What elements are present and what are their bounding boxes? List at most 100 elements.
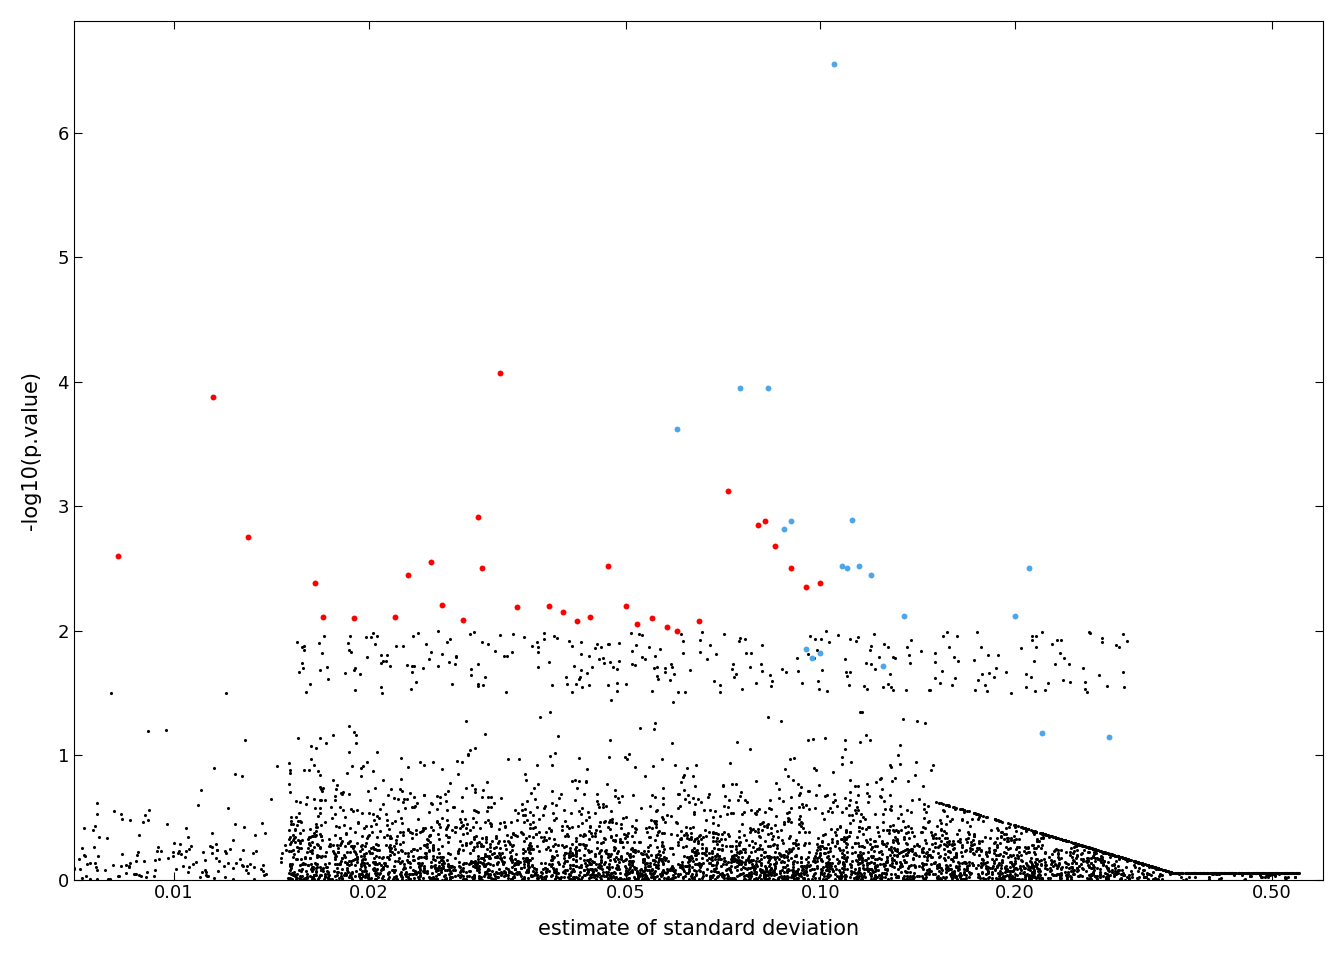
Point [281, 872, 302, 887]
Point [753, 870, 774, 885]
Point [1004, 818, 1025, 833]
Point [935, 864, 957, 879]
Point [558, 870, 579, 885]
Point [704, 852, 726, 867]
Point [398, 854, 419, 870]
Point [1064, 838, 1086, 853]
Point [845, 795, 867, 810]
Point [879, 848, 900, 863]
Point [847, 869, 868, 884]
Point [860, 861, 882, 876]
Point [609, 636, 630, 651]
Point [633, 852, 655, 867]
Point [177, 841, 199, 856]
Point [382, 862, 403, 877]
Point [1047, 866, 1068, 881]
Point [989, 866, 1011, 881]
Point [493, 833, 515, 849]
Point [461, 778, 482, 793]
Point [590, 869, 612, 884]
Point [1097, 872, 1118, 887]
Point [1124, 853, 1145, 869]
Point [930, 866, 952, 881]
Point [347, 853, 368, 869]
Point [675, 865, 696, 880]
Point [1273, 866, 1294, 881]
Point [1107, 862, 1129, 877]
Point [913, 820, 934, 835]
Point [1038, 829, 1059, 845]
Point [1019, 868, 1040, 883]
Point [1051, 865, 1073, 880]
Point [327, 856, 348, 872]
Point [421, 795, 442, 810]
Point [449, 859, 470, 875]
Point [519, 852, 540, 868]
Point [773, 864, 794, 879]
Point [962, 846, 984, 861]
Point [968, 833, 989, 849]
Point [634, 869, 656, 884]
Point [1062, 864, 1083, 879]
Point [780, 828, 801, 844]
Point [504, 857, 526, 873]
Point [798, 783, 820, 799]
Point [805, 762, 827, 778]
Point [884, 771, 906, 786]
Point [487, 865, 508, 880]
Point [995, 861, 1016, 876]
Point [589, 818, 610, 833]
Point [642, 852, 664, 868]
Point [827, 855, 848, 871]
Point [1259, 866, 1281, 881]
Point [1093, 856, 1114, 872]
Point [274, 837, 296, 852]
Point [765, 817, 786, 832]
Point [915, 866, 937, 881]
Point [1165, 866, 1187, 881]
Point [356, 835, 378, 851]
Point [851, 850, 872, 865]
Point [677, 831, 699, 847]
Point [437, 856, 458, 872]
Point [332, 870, 353, 885]
Point [653, 841, 675, 856]
Point [1055, 833, 1077, 849]
Point [1009, 866, 1031, 881]
Point [339, 869, 360, 884]
Point [321, 871, 343, 886]
Point [719, 870, 741, 885]
Point [988, 868, 1009, 883]
Point [602, 865, 624, 880]
Point [351, 768, 372, 783]
Point [558, 821, 579, 836]
Point [638, 865, 660, 880]
Point [968, 848, 989, 863]
Point [732, 866, 754, 881]
Point [882, 832, 903, 848]
Point [395, 866, 417, 881]
Point [1110, 862, 1132, 877]
Point [884, 870, 906, 885]
Point [719, 838, 741, 853]
Point [914, 856, 935, 872]
Point [556, 863, 578, 878]
Point [680, 828, 702, 844]
Point [410, 850, 431, 865]
Point [462, 829, 484, 845]
Point [941, 865, 962, 880]
Point [848, 819, 870, 834]
Point [1136, 857, 1157, 873]
Point [1168, 866, 1189, 881]
Point [567, 870, 589, 885]
Point [285, 822, 306, 837]
Point [938, 862, 960, 877]
Point [782, 869, 804, 884]
Point [480, 844, 501, 859]
Point [603, 865, 625, 880]
Point [695, 846, 716, 861]
Point [1064, 836, 1086, 852]
Point [1145, 860, 1167, 876]
Point [753, 864, 774, 879]
Point [645, 820, 667, 835]
